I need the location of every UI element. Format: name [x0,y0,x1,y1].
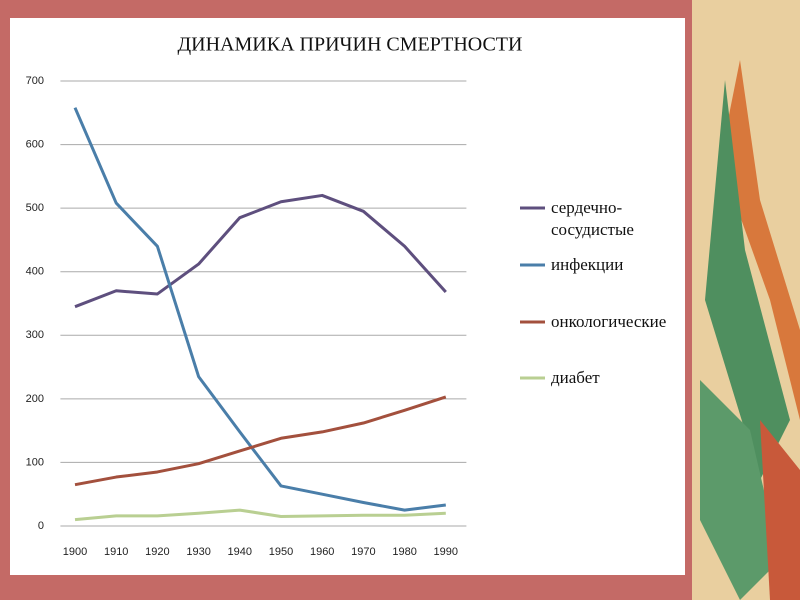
series-line [73,107,446,512]
y-tick-label: 500 [26,202,44,214]
decor-leaf [720,60,800,420]
y-tick-label: 200 [26,393,44,405]
x-tick-label: 1910 [104,546,128,558]
series-line [74,193,447,309]
slide-body [10,18,685,575]
x-tick-label: 1940 [228,546,252,558]
decor-leaf [700,380,780,600]
x-tick-label: 1960 [310,546,334,558]
legend-label: сердечно-сосудистые [551,198,634,239]
y-tick-label: 600 [26,138,44,150]
x-tick-label: 1950 [269,546,293,558]
legend-label: инфекции [551,255,624,274]
x-tick-label: 1990 [434,546,458,558]
y-tick-label: 700 [26,75,44,87]
x-tick-label: 1930 [186,546,210,558]
y-tick-label: 100 [26,456,44,468]
y-tick-label: 300 [26,329,44,341]
y-tick-label: 0 [38,520,44,532]
x-tick-label: 1920 [145,546,169,558]
series-line [74,508,446,522]
legend-label: диабет [551,368,600,387]
legend-label: онкологические [551,312,667,331]
series-line [74,395,447,487]
y-tick-label: 400 [26,266,44,278]
x-tick-label: 1900 [63,546,87,558]
decor-leaf [705,80,790,480]
chart-title: ДИНАМИКА ПРИЧИН СМЕРТНОСТИ [178,34,523,56]
decor-leaf [760,420,800,600]
x-tick-label: 1980 [392,546,416,558]
x-tick-label: 1970 [351,546,375,558]
